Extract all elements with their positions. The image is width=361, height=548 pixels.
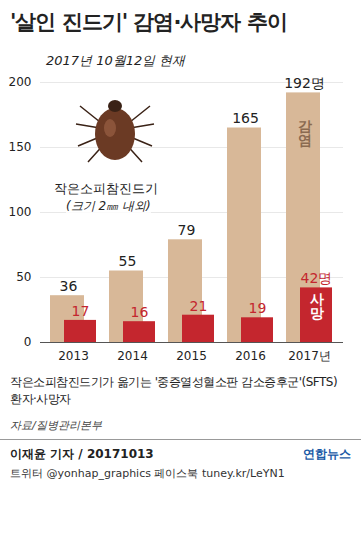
- svg-text:2014: 2014: [117, 349, 148, 363]
- svg-text:2017년: 2017년: [288, 349, 331, 363]
- html-text:트위터 @yonhap_graphics 페이스북 tune: 트위터 @yonhap_graphics 페이스북 tuney.kr/LeYN1: [10, 467, 285, 480]
- svg-text:165: 165: [232, 110, 259, 126]
- html-text:(크기 2㎜ 내외): (크기 2㎜ 내외): [66, 199, 151, 213]
- svg-text:사망: 사망: [310, 291, 324, 321]
- svg-text:150: 150: [9, 140, 32, 154]
- html-text:이재윤 기자 / 20171013: 이재윤 기자 / 20171013: [10, 447, 154, 461]
- svg-text:19: 19: [249, 300, 267, 316]
- svg-text:17: 17: [72, 303, 90, 319]
- svg-text:2015: 2015: [176, 349, 207, 363]
- svg-text:50: 50: [16, 270, 31, 284]
- svg-text:55: 55: [119, 253, 137, 269]
- html-text:2017년 10월12일 현재: 2017년 10월12일 현재: [46, 53, 186, 68]
- svg-text:21: 21: [190, 298, 208, 314]
- svg-text:36: 36: [60, 278, 78, 294]
- html-text:자료/질병관리본부: 자료/질병관리본부: [10, 419, 102, 432]
- svg-text:192명: 192명: [284, 75, 325, 91]
- svg-text:16: 16: [131, 304, 149, 320]
- html-text:연합뉴스: 연합뉴스: [303, 447, 351, 461]
- svg-text:79: 79: [178, 222, 196, 238]
- svg-text:100: 100: [9, 205, 32, 219]
- svg-text:42명: 42명: [301, 270, 333, 286]
- svg-text:2016: 2016: [235, 349, 266, 363]
- html-text:작은소피참진드기: 작은소피참진드기: [54, 181, 158, 196]
- html-text:'살인 진드기' 감염·사망자 추이: '살인 진드기' 감염·사망자 추이: [10, 10, 287, 34]
- html-text:작은소피참진드기가 옮기는 '중증열성혈소판 감소증후군'(: 작은소피참진드기가 옮기는 '중증열성혈소판 감소증후군'(SFTS) 환자·사…: [10, 375, 338, 406]
- svg-text:감염: 감염: [298, 118, 312, 148]
- svg-text:2013: 2013: [58, 349, 89, 363]
- svg-text:0: 0: [24, 335, 32, 349]
- svg-text:200: 200: [9, 75, 32, 89]
